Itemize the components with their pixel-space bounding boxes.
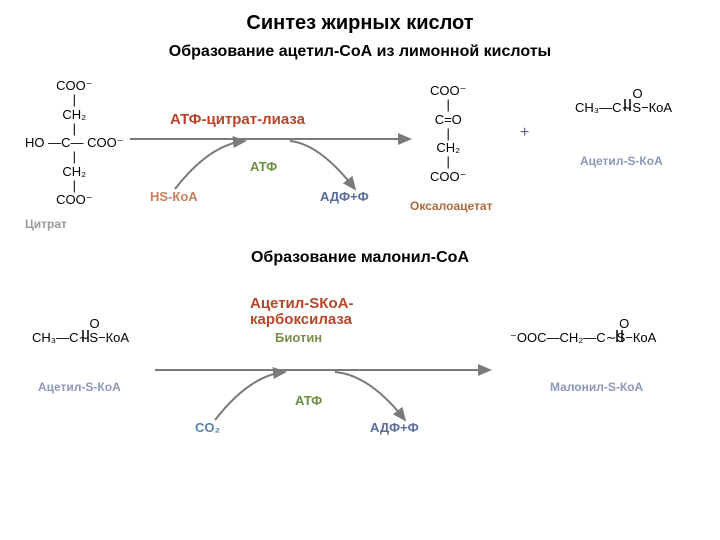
biotin-label: Биотин [275,330,322,345]
plus1: + [520,124,529,142]
adp1-label: АДФ+Ф [320,189,369,204]
hskoa-label: HS-КoA [150,189,198,204]
oxaloacetate-structure: COO⁻ | C=O | CH₂ | COO⁻ [430,84,466,184]
reaction-1: COO⁻ | CH₂ | HO —C— COO⁻ | CH₂ | COO⁻ Ци… [20,69,700,239]
acetyl-structure-2: O CH₃—C∼S−КoA [32,317,129,346]
enzyme2-line2: карбоксилаза [250,311,352,328]
malonyl-structure: O ⁻OOC—CH₂—C∼S−КoA [510,317,656,346]
co2-label: CO₂ [195,420,220,435]
acetyl-label-2: Ацетил-S-КoA [38,380,121,394]
subtitle-2: Образование малонил-СоА [20,249,700,267]
subtitle-1: Образование ацетил-СоА из лимонной кисло… [20,43,700,61]
reaction-2: O CH₃—C∼S−КoA Ацетил-S-КoA Ацетил-SКoA- … [20,275,700,455]
citrate-label: Цитрат [25,217,67,231]
reaction2-arrows [20,275,700,455]
acetyl-structure-1: O CH₃—C∼S−КoA [575,87,672,116]
enzyme1-label: АТФ-цитрат-лиаза [170,111,305,128]
malonyl-label: Малонил-S-КoA [550,380,643,394]
oxaloacetate-label: Оксалоацетат [410,199,492,213]
atp2-label: АТФ [295,393,322,408]
enzyme2-line1: Ацетил-SКoA- [250,295,353,312]
main-title: Синтез жирных кислот [20,12,700,35]
citrate-structure: COO⁻ | CH₂ | HO —C— COO⁻ | CH₂ | COO⁻ [25,79,124,208]
acetyl-label-1: Ацетил-S-КoA [580,154,663,168]
atp1-label: АТФ [250,159,277,174]
adp2-label: АДФ+Ф [370,420,419,435]
